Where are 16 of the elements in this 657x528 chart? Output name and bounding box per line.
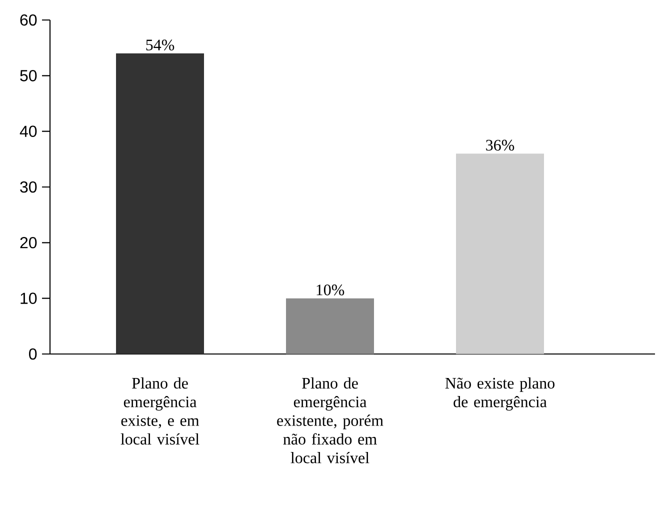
data-label: 54% — [146, 40, 174, 50]
y-tick-label: 10 — [20, 292, 37, 304]
y-tick-label: 30 — [20, 181, 37, 193]
data-label: 10% — [316, 284, 344, 296]
y-tick-label: 40 — [20, 126, 37, 137]
x-tick-label: Plano de emergência existente, porém não fixado em local visível — [277, 377, 384, 464]
data-label: 36% — [486, 140, 514, 151]
y-tick-label: 50 — [20, 70, 37, 82]
y-tick-label: 20 — [20, 237, 37, 248]
y-tick-label: 60 — [20, 14, 37, 26]
x-tick-label: Plano de emergência existe, e em local visível — [120, 377, 200, 445]
y-tick-label: 0 — [29, 348, 37, 360]
bar — [286, 298, 374, 354]
bar — [456, 154, 544, 354]
x-tick-label: Não existe plano de emergência — [445, 377, 554, 411]
bar — [116, 53, 204, 354]
